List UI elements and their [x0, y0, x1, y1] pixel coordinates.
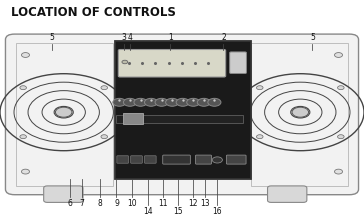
FancyBboxPatch shape — [163, 155, 190, 164]
FancyBboxPatch shape — [118, 50, 226, 77]
Text: 5: 5 — [310, 33, 315, 42]
Circle shape — [212, 157, 222, 163]
Text: 6: 6 — [67, 199, 72, 208]
Text: LOCATION OF CONTROLS: LOCATION OF CONTROLS — [11, 6, 176, 18]
Text: 5: 5 — [49, 33, 54, 42]
Circle shape — [155, 98, 168, 106]
Circle shape — [21, 53, 29, 57]
FancyBboxPatch shape — [268, 186, 307, 202]
Text: 7: 7 — [80, 199, 85, 208]
Text: 16: 16 — [212, 207, 221, 216]
Circle shape — [197, 98, 210, 106]
Text: 10: 10 — [127, 199, 136, 208]
Bar — [251, 43, 348, 186]
Circle shape — [337, 86, 344, 90]
FancyBboxPatch shape — [5, 34, 359, 195]
Text: 13: 13 — [200, 199, 210, 208]
Circle shape — [20, 135, 27, 139]
Circle shape — [292, 107, 309, 117]
Text: 15: 15 — [174, 207, 183, 216]
Text: 12: 12 — [188, 199, 198, 208]
Bar — [16, 43, 113, 186]
Circle shape — [122, 60, 128, 64]
Text: 2: 2 — [221, 33, 226, 42]
FancyBboxPatch shape — [117, 156, 128, 163]
FancyBboxPatch shape — [145, 156, 156, 163]
Text: 3: 3 — [121, 33, 126, 42]
Circle shape — [113, 98, 126, 106]
Circle shape — [134, 98, 147, 106]
Circle shape — [101, 135, 107, 139]
Circle shape — [166, 98, 179, 106]
Bar — [115, 41, 251, 179]
Circle shape — [257, 86, 263, 90]
FancyBboxPatch shape — [44, 186, 83, 202]
FancyBboxPatch shape — [131, 156, 142, 163]
Circle shape — [176, 98, 189, 106]
Circle shape — [335, 53, 343, 57]
Text: 14: 14 — [143, 207, 153, 216]
Circle shape — [257, 135, 263, 139]
FancyBboxPatch shape — [195, 155, 211, 164]
Circle shape — [20, 86, 27, 90]
Text: 1: 1 — [168, 33, 173, 42]
Circle shape — [335, 169, 343, 174]
Bar — [116, 117, 243, 120]
FancyBboxPatch shape — [230, 52, 246, 73]
Circle shape — [101, 86, 107, 90]
Circle shape — [187, 98, 200, 106]
Text: 9: 9 — [114, 199, 119, 208]
Circle shape — [123, 98, 136, 106]
Text: 11: 11 — [158, 199, 168, 208]
Text: 4: 4 — [128, 33, 133, 42]
Bar — [116, 115, 243, 123]
Bar — [123, 114, 143, 124]
FancyBboxPatch shape — [226, 155, 246, 164]
Circle shape — [337, 135, 344, 139]
Text: 8: 8 — [98, 199, 103, 208]
Circle shape — [145, 98, 158, 106]
Circle shape — [208, 98, 221, 106]
Circle shape — [21, 169, 29, 174]
Circle shape — [55, 107, 72, 117]
